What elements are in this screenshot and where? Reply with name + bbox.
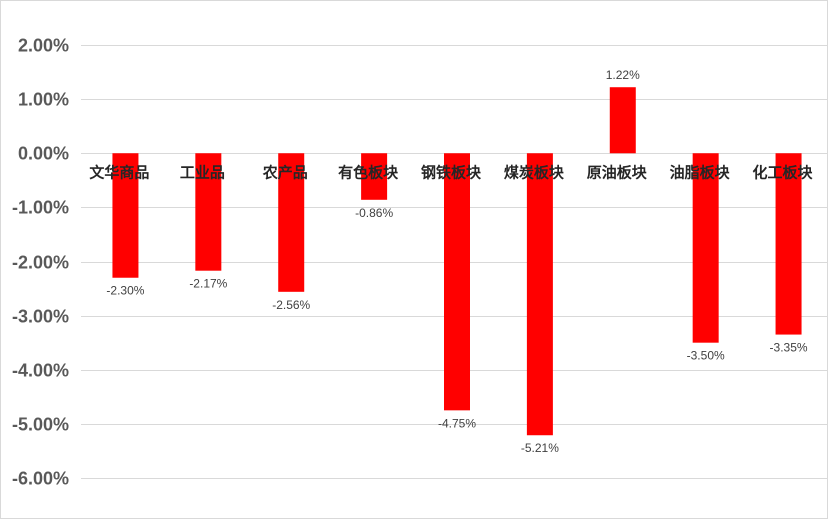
- data-labels: -2.30% -2.17% -2.56% -0.86% -4.75% -5.21% 1.22…: [106, 68, 807, 455]
- data-label: -3.50%: [687, 349, 725, 363]
- y-tick-label: -3.00%: [12, 307, 69, 327]
- data-label: -2.17%: [189, 277, 227, 291]
- data-label: -2.56%: [272, 298, 310, 312]
- category-label: 煤炭板块: [504, 163, 565, 181]
- y-tick-label: -1.00%: [12, 198, 69, 218]
- category-label: 有色板块: [338, 163, 399, 181]
- y-tick-label: -4.00%: [12, 361, 69, 381]
- y-tick-label: -5.00%: [12, 415, 69, 435]
- category-label: 化工板块: [753, 163, 814, 181]
- data-label: -0.86%: [355, 206, 393, 220]
- bar: [112, 153, 139, 278]
- data-label: -2.30%: [106, 284, 144, 298]
- data-label: 1.22%: [606, 68, 640, 82]
- bar: [526, 153, 553, 436]
- bar: [361, 153, 388, 200]
- category-label: 油脂板块: [670, 163, 731, 181]
- bars: [112, 87, 802, 436]
- bar: [775, 153, 802, 335]
- category-label: 工业品: [180, 163, 225, 181]
- category-label: 原油板块: [587, 163, 648, 181]
- bar: [692, 153, 719, 343]
- y-tick-label: 2.00%: [18, 36, 69, 56]
- category-label: 农产品: [262, 163, 308, 181]
- data-label: -4.75%: [438, 416, 476, 430]
- data-label: -5.21%: [521, 441, 559, 455]
- bar: [444, 153, 470, 411]
- y-axis-tick-labels: 2.00% 1.00% 0.00% -1.00% -2.00% -3.00% -4.00% -…: [12, 36, 69, 489]
- bar: [609, 87, 636, 154]
- y-tick-label: -6.00%: [12, 469, 69, 489]
- bar: [195, 153, 222, 271]
- category-label: 文华商品: [89, 163, 149, 181]
- y-tick-label: 0.00%: [18, 144, 69, 164]
- y-tick-label: -2.00%: [12, 253, 69, 273]
- y-tick-label: 1.00%: [18, 90, 69, 110]
- data-label: -3.35%: [770, 341, 808, 355]
- category-label: 钢铁板块: [421, 163, 482, 181]
- bar: [278, 153, 305, 292]
- category-labels: 文华商品 工业品 农产品 有色板块 钢铁板块 煤炭板块 原油板块 油脂板块 化工板块: [89, 163, 813, 181]
